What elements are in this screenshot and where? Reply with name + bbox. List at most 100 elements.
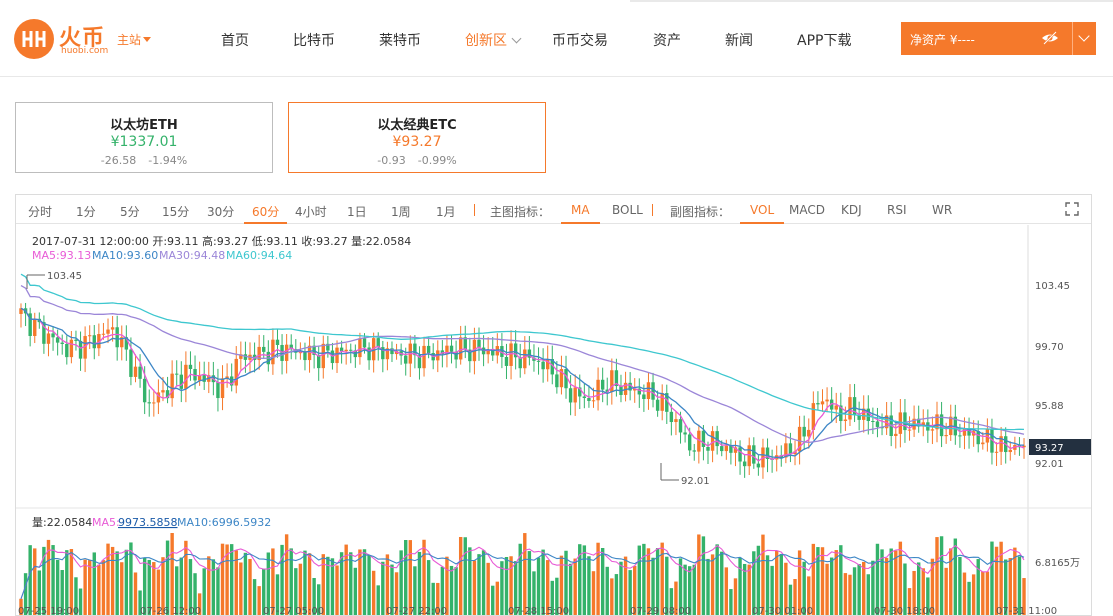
ticker-card-eth[interactable]: 以太坊ETH ¥1337.01 -26.58 -1.94% bbox=[15, 102, 273, 173]
x-tick-label: 07-27 22:00 bbox=[386, 606, 447, 615]
candle-body bbox=[866, 408, 870, 422]
volume-bar bbox=[559, 555, 564, 615]
volume-bar bbox=[60, 570, 64, 615]
period-30min[interactable]: 30分 bbox=[207, 205, 235, 219]
nav-bitcoin[interactable]: 比特币 bbox=[293, 33, 335, 49]
vol-ma10-label: MA10:6996.5932 bbox=[177, 516, 271, 529]
volume-bar bbox=[321, 554, 325, 615]
volume-bar bbox=[797, 550, 802, 615]
x-tick-label: 07-31 11:00 bbox=[996, 606, 1057, 615]
nav-coin-trading[interactable]: 币币交易 bbox=[552, 33, 608, 49]
candle-body bbox=[184, 364, 188, 389]
site-switch-dropdown[interactable]: 主站 bbox=[117, 31, 152, 48]
volume-bar bbox=[665, 556, 669, 615]
volume-bar bbox=[101, 560, 106, 615]
nav-innovation-label: 创新区 bbox=[465, 33, 507, 49]
volume-bar bbox=[344, 544, 348, 615]
volume-bar bbox=[284, 534, 289, 615]
volume-bar bbox=[339, 552, 344, 615]
nav-assets[interactable]: 资产 bbox=[653, 33, 681, 49]
candle-body bbox=[463, 337, 467, 350]
candle-body bbox=[454, 351, 458, 360]
candle-body bbox=[642, 394, 646, 400]
net-assets-button[interactable]: 净资产 ¥---- bbox=[901, 22, 1072, 55]
indicator-wr[interactable]: WR bbox=[932, 203, 953, 217]
kline-plot[interactable]: 103.45 99.70 95.88 92.01 6.8165万 07-25 19:00 0… bbox=[16, 225, 1091, 615]
candle-body bbox=[660, 393, 664, 411]
volume-bar bbox=[779, 553, 783, 615]
assets-dropdown-button[interactable] bbox=[1072, 22, 1096, 55]
candle-body bbox=[193, 368, 197, 381]
nav-litecoin[interactable]: 莱特币 bbox=[379, 33, 421, 49]
indicator-macd[interactable]: MACD bbox=[789, 203, 825, 217]
candle-body bbox=[765, 447, 770, 459]
candle-body bbox=[692, 450, 696, 452]
volume-bar bbox=[921, 568, 925, 615]
period-1week[interactable]: 1周 bbox=[391, 205, 411, 219]
huobi-logo[interactable]: 火币 huobi.com bbox=[14, 19, 109, 59]
volume-bar bbox=[765, 555, 770, 615]
nav-app-download[interactable]: APP下载 bbox=[797, 33, 852, 49]
volume-bar bbox=[578, 544, 582, 615]
volume-bar bbox=[51, 545, 55, 615]
indicator-boll[interactable]: BOLL bbox=[612, 203, 643, 217]
volume-bar bbox=[307, 553, 312, 615]
volume-bar bbox=[106, 543, 110, 615]
volume-bar bbox=[65, 550, 69, 615]
volume-bar bbox=[605, 566, 609, 615]
volume-bar bbox=[839, 545, 843, 615]
volume-bar bbox=[775, 550, 779, 615]
candle-body bbox=[825, 399, 829, 402]
period-1min[interactable]: 1分 bbox=[76, 205, 96, 219]
candle-body bbox=[720, 446, 724, 452]
indicator-ma[interactable]: MA bbox=[561, 203, 599, 224]
volume-bar bbox=[335, 565, 339, 615]
volume-bar bbox=[115, 551, 119, 615]
candle-body bbox=[756, 463, 761, 468]
candle-body bbox=[458, 337, 463, 360]
volume-bar bbox=[83, 559, 87, 615]
candle-body bbox=[509, 343, 513, 366]
period-1day[interactable]: 1日 bbox=[347, 205, 367, 219]
volume-bar bbox=[294, 568, 298, 615]
period-4hour[interactable]: 4小时 bbox=[295, 205, 327, 219]
candle-body bbox=[651, 382, 655, 400]
volume-bar bbox=[889, 548, 893, 615]
volume-bar bbox=[884, 557, 889, 615]
volume-bar bbox=[417, 551, 422, 615]
period-15min[interactable]: 15分 bbox=[162, 205, 190, 219]
fullscreen-icon[interactable] bbox=[1065, 202, 1079, 216]
huobi-logo-icon bbox=[14, 19, 54, 59]
volume-bar bbox=[509, 556, 513, 615]
indicator-rsi[interactable]: RSI bbox=[887, 203, 907, 217]
period-60min[interactable]: 60分 bbox=[243, 205, 288, 224]
volume-bar bbox=[243, 552, 248, 615]
volume-bar bbox=[477, 554, 481, 615]
indicator-vol[interactable]: VOL bbox=[739, 203, 785, 224]
x-tick-label: 07-30 01:00 bbox=[752, 606, 813, 615]
candle-body bbox=[120, 337, 124, 348]
volume-bar bbox=[596, 542, 600, 615]
ticker-card-etc[interactable]: 以太经典ETC ¥93.27 -0.93 -0.99% bbox=[288, 102, 546, 173]
period-1month[interactable]: 1月 bbox=[436, 205, 456, 219]
period-5min[interactable]: 5分 bbox=[120, 205, 140, 219]
x-tick-label: 07-27 05:00 bbox=[263, 606, 324, 615]
volume-bar bbox=[463, 537, 467, 615]
candle-body bbox=[376, 338, 380, 348]
indicator-kdj[interactable]: KDJ bbox=[841, 203, 862, 217]
nav-news[interactable]: 新闻 bbox=[725, 33, 753, 49]
candle-body bbox=[587, 398, 591, 401]
volume-bar bbox=[614, 574, 619, 615]
volume-bar bbox=[1022, 578, 1026, 615]
candle-body bbox=[884, 415, 889, 429]
ticker-change: -26.58 -1.94% bbox=[16, 154, 272, 167]
logo-brand-text: 火币 bbox=[59, 26, 106, 51]
volume-bar bbox=[97, 564, 101, 615]
hidden-eye-icon[interactable] bbox=[1041, 31, 1059, 48]
volume-bar bbox=[976, 559, 980, 615]
volume-bar bbox=[637, 545, 641, 615]
nav-home[interactable]: 首页 bbox=[221, 33, 249, 49]
candle-body bbox=[701, 430, 706, 447]
period-timeline[interactable]: 分时 bbox=[28, 205, 53, 219]
nav-innovation-zone[interactable]: 创新区 bbox=[465, 30, 522, 50]
